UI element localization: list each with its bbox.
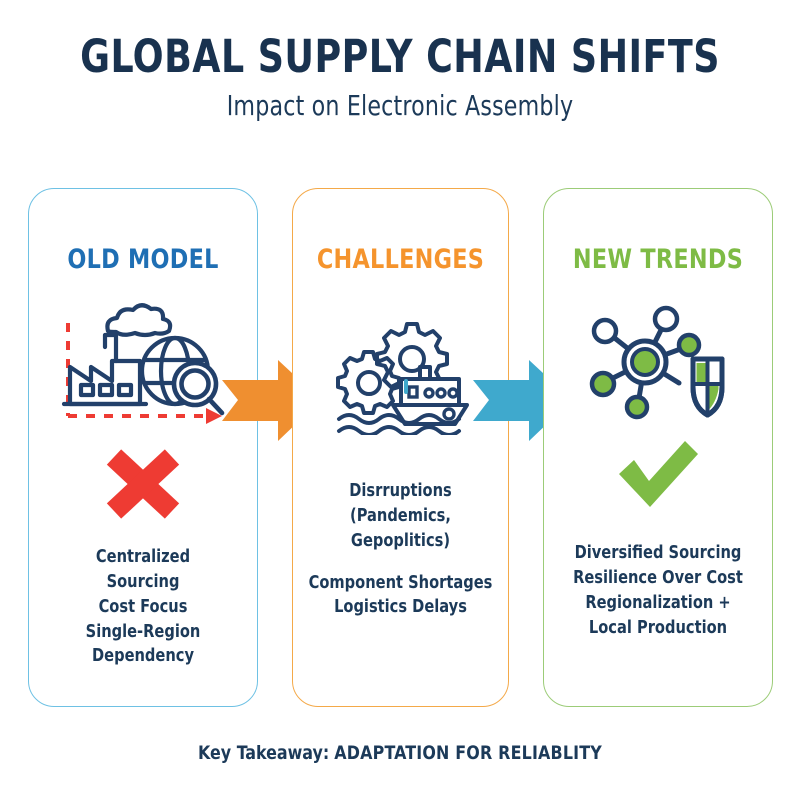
panel-heading-challenges: CHALLENGES xyxy=(316,244,485,275)
network-nodes-shield-icon xyxy=(544,299,772,429)
page-title: GLOBAL SUPPLY CHAIN SHIFTS xyxy=(80,30,720,83)
panel-body-challenges: Disrruptions (Pandemics, Gepoplitics) Co… xyxy=(301,479,501,620)
old-model-line-1: Centralized xyxy=(95,547,191,567)
gears-cargo-ship-icon xyxy=(293,307,508,440)
red-x-mark xyxy=(29,447,257,526)
panel-new-trends: NEW TRENDS xyxy=(543,188,773,707)
challenges-line-4: Component Shortages xyxy=(308,572,493,593)
panel-body-new-trends: Diversified Sourcing Resilience Over Cos… xyxy=(552,541,764,640)
key-takeaway: Key Takeaway: ADAPTATION FOR RELIABLITY xyxy=(28,742,772,764)
panel-body-old-model: Centralized Sourcing Cost Focus Single-R… xyxy=(37,545,249,669)
new-trends-line-3: Regionalization + xyxy=(585,592,731,613)
old-model-line-3: Cost Focus xyxy=(98,596,188,617)
new-trends-line-2: Resilience Over Cost xyxy=(573,567,743,588)
key-takeaway-label: Key Takeaway: xyxy=(198,742,330,764)
header: GLOBAL SUPPLY CHAIN SHIFTS Impact on Ele… xyxy=(0,0,800,122)
panel-challenges: CHALLENGES xyxy=(292,188,509,707)
old-model-line-2: Sourcing xyxy=(106,571,180,592)
factory-globe-magnifier-icon xyxy=(29,301,257,436)
panel-heading-new-trends: NEW TRENDS xyxy=(572,244,744,275)
page-subtitle: Impact on Electronic Assembly xyxy=(226,88,574,122)
challenges-line-2: (Pandemics, xyxy=(350,505,451,526)
key-takeaway-value: ADAPTATION FOR RELIABLITY xyxy=(334,742,602,764)
challenges-line-5: Logistics Delays xyxy=(334,597,467,618)
panel-old-model: OLD MODEL xyxy=(28,188,258,707)
green-check-mark xyxy=(544,437,772,518)
new-trends-line-4: Local Production xyxy=(588,617,728,638)
panel-heading-old-model: OLD MODEL xyxy=(67,244,219,275)
new-trends-line-1: Diversified Sourcing xyxy=(574,543,742,563)
challenges-line-3: Gepoplitics) xyxy=(350,530,451,551)
challenges-line-1: Disrruptions xyxy=(349,481,452,501)
text-gap xyxy=(301,554,501,571)
old-model-line-4: Single-Region Dependency xyxy=(85,621,201,667)
